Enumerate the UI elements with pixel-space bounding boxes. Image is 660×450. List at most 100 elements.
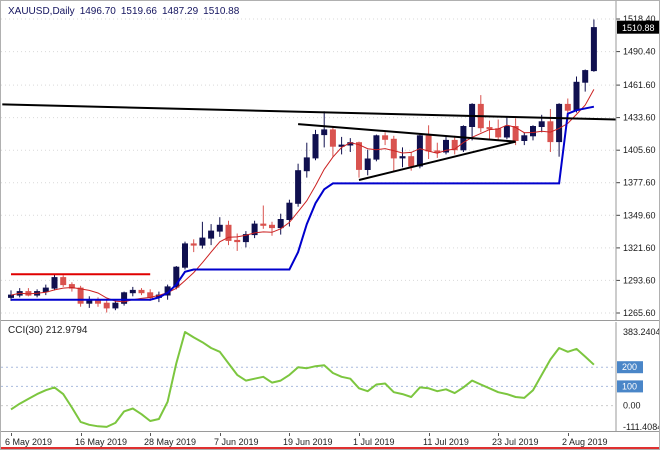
time-axis-label: 2 Aug 2019 bbox=[562, 437, 608, 447]
candle-body bbox=[60, 277, 67, 286]
candle-body bbox=[443, 139, 449, 153]
time-axis-label: 28 May 2019 bbox=[144, 437, 197, 447]
ohlc-high: 1519.66 bbox=[120, 6, 157, 17]
candle-body bbox=[399, 156, 406, 159]
candle-body bbox=[216, 224, 223, 232]
candle-body bbox=[86, 300, 93, 304]
candle-body bbox=[103, 302, 110, 309]
candle-body bbox=[538, 121, 545, 128]
indicator-label: CCI(30) 212.9794 bbox=[8, 325, 88, 336]
candle-body bbox=[190, 243, 197, 246]
time-axis[interactable]: 6 May 2019 16 May 2019 28 May 2019 7 Jun 20… bbox=[1, 433, 659, 449]
time-axis-label: 11 Jul 2019 bbox=[423, 437, 469, 447]
candle-body bbox=[121, 292, 128, 304]
current-price-box bbox=[617, 20, 659, 34]
candle-body bbox=[277, 219, 284, 229]
candle-body bbox=[321, 129, 328, 136]
time-axis-tick bbox=[11, 433, 12, 436]
price-axis-label: 1377.60 bbox=[623, 178, 656, 188]
cci-zero-label: 0.00 bbox=[623, 401, 641, 411]
cci-level-badge bbox=[617, 380, 643, 393]
candle-body bbox=[68, 284, 75, 289]
price-axis-label: 1293.60 bbox=[623, 275, 656, 285]
candle-body bbox=[382, 135, 389, 140]
candle-body bbox=[173, 266, 180, 288]
candle-body bbox=[434, 150, 441, 153]
candle-body bbox=[234, 239, 241, 243]
cci-indicator-panel[interactable]: 200 100 0.00 383.2404 -111.4084 CCI(30) 212.… bbox=[1, 322, 660, 432]
price-chart-area[interactable]: 1518.40 1490.40 1461.60 1433.60 1405.60 1377.… bbox=[1, 1, 660, 321]
time-axis-label: 7 Jun 2019 bbox=[214, 437, 259, 447]
price-axis-label: 1518.40 bbox=[623, 14, 656, 24]
candle-body bbox=[242, 234, 249, 243]
candle-body bbox=[77, 287, 84, 304]
candle-body bbox=[503, 126, 510, 138]
candle-body bbox=[51, 277, 58, 289]
ohlc-low: 1487.29 bbox=[162, 6, 199, 17]
ma-line-red bbox=[10, 89, 595, 303]
time-axis-label: 23 Jul 2019 bbox=[492, 437, 539, 447]
candle-body bbox=[129, 289, 136, 294]
time-axis-tick bbox=[498, 433, 499, 436]
trend-line-resistance[interactable] bbox=[2, 103, 617, 121]
candle-body bbox=[138, 289, 145, 294]
cci-max-label: 383.2404 bbox=[623, 327, 660, 337]
candle-body bbox=[182, 243, 188, 268]
candle-body bbox=[486, 127, 493, 130]
price-axis-label: 1349.60 bbox=[623, 210, 656, 220]
time-axis-tick bbox=[568, 433, 569, 436]
candle-body bbox=[364, 158, 371, 170]
time-axis-label: 19 Jun 2019 bbox=[283, 437, 333, 447]
current-price-label: 1510.88 bbox=[622, 23, 655, 33]
price-axis-label: 1433.60 bbox=[623, 113, 656, 123]
trend-line-triangle-lower[interactable] bbox=[358, 140, 516, 181]
price-chart-canvas[interactable]: 1518.40 1490.40 1461.60 1433.60 1405.60 1377.… bbox=[1, 1, 660, 321]
cci-min-label: -111.4084 bbox=[623, 422, 660, 432]
candle-body bbox=[199, 237, 206, 246]
candle-body bbox=[286, 202, 293, 220]
candle-body bbox=[225, 224, 232, 241]
candle-body bbox=[251, 223, 258, 236]
candle-body bbox=[312, 134, 319, 159]
price-axis-label: 1461.60 bbox=[623, 80, 656, 90]
price-axis-label: 1405.60 bbox=[623, 145, 656, 155]
candle-body bbox=[8, 294, 14, 298]
candle-body bbox=[530, 126, 536, 137]
candle-body bbox=[329, 129, 336, 147]
cci-level-badge-label: 100 bbox=[622, 381, 637, 391]
time-axis-tick bbox=[359, 433, 360, 436]
candle-body bbox=[260, 223, 267, 226]
time-axis-tick bbox=[220, 433, 221, 436]
price-axis-label: 1321.60 bbox=[623, 243, 656, 253]
symbol-period-label: XAUUSD,Daily bbox=[8, 6, 75, 17]
candle-body bbox=[303, 157, 310, 172]
candle-body bbox=[582, 70, 589, 83]
time-axis-tick bbox=[81, 433, 82, 436]
candle-body bbox=[390, 138, 397, 159]
trend-line-triangle-upper[interactable] bbox=[298, 123, 516, 143]
candle-body bbox=[495, 128, 502, 138]
candle-body bbox=[564, 103, 571, 111]
candle-body bbox=[416, 135, 423, 167]
cci-canvas[interactable]: 200 100 0.00 383.2404 -111.4084 bbox=[1, 322, 660, 432]
candles bbox=[8, 19, 597, 313]
time-axis-tick bbox=[289, 433, 290, 436]
price-axis-label: 1265.60 bbox=[623, 308, 656, 318]
candle-body bbox=[269, 224, 275, 229]
candle-body bbox=[425, 135, 432, 152]
candle-body bbox=[408, 156, 415, 167]
step-line-blue bbox=[11, 105, 595, 301]
chart-header: XAUUSD,Daily 1496.70 1519.66 1487.29 1510.88 bbox=[8, 6, 244, 17]
window-bottom-border bbox=[1, 447, 659, 449]
candle-body bbox=[295, 170, 302, 204]
ohlc-close: 1510.88 bbox=[203, 6, 240, 17]
time-axis-tick bbox=[150, 433, 151, 436]
time-axis-tick bbox=[429, 433, 430, 436]
candle-body bbox=[373, 135, 380, 160]
price-axis-label: 1490.40 bbox=[623, 47, 656, 57]
time-axis-label: 6 May 2019 bbox=[5, 437, 53, 447]
candle-body bbox=[573, 81, 580, 111]
cci-level-badge bbox=[617, 361, 643, 374]
candle-body bbox=[556, 103, 563, 143]
